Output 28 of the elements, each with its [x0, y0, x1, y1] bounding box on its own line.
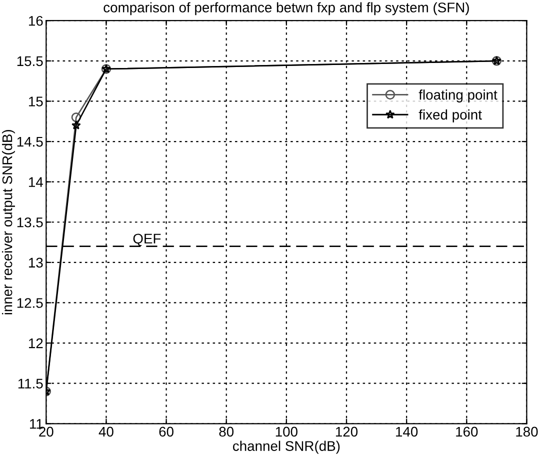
- x-tick-label: 20: [39, 426, 54, 437]
- y-tick-label: 12.5: [17, 298, 43, 308]
- x-tick-label: 40: [98, 426, 114, 437]
- ref-line-label: QEF: [133, 234, 161, 246]
- y-tick-label: 13: [28, 258, 43, 268]
- point: [71, 112, 82, 122]
- x-tick-label: 140: [396, 426, 418, 437]
- x-tick-label: 180: [516, 426, 538, 437]
- y-tick-label: 14.5: [17, 137, 43, 147]
- legend-label: floating point: [418, 90, 498, 102]
- y-tick-label: 15.5: [17, 56, 43, 66]
- x-tick-label: 160: [456, 426, 478, 437]
- y-tick-label: 11.5: [18, 378, 43, 389]
- chart-title: comparison of performance betwn fxp and flp system (SFN): [104, 2, 469, 16]
- y-tick-label: 16: [28, 16, 43, 26]
- x-axis-title: channel SNR(dB): [232, 440, 340, 454]
- y-tick-label: 12: [28, 338, 43, 348]
- x-tick-label: 80: [219, 426, 234, 437]
- x-tick-label: 60: [159, 426, 174, 437]
- x-tick-label: 120: [336, 426, 358, 437]
- legend-label: fixed point: [418, 109, 482, 122]
- y-tick-label: 13.5: [17, 217, 43, 228]
- y-tick-label: 11: [30, 419, 43, 429]
- y-tick-label: 14: [28, 177, 43, 187]
- y-tick-label: 15: [28, 96, 43, 106]
- x-tick-label: 100: [276, 426, 298, 437]
- point: [72, 120, 81, 130]
- y-axis-title: inner receiver output SNR(dB): [2, 130, 15, 314]
